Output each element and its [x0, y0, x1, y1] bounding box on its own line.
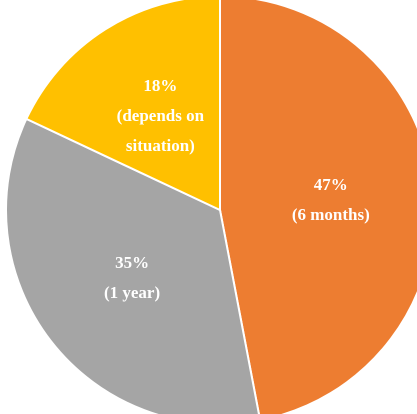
- slice-label: 18% (depends on situation): [98, 71, 222, 161]
- value-label: 47%: [313, 174, 348, 194]
- category-label: (6 months): [291, 204, 370, 224]
- slice-label: 35% (1 year): [70, 248, 194, 308]
- category-label: (depends on situation): [116, 106, 205, 156]
- category-label: (1 year): [103, 283, 161, 303]
- pie-slice: [25, 0, 221, 212]
- pie-slice: [5, 117, 260, 414]
- pie-slice: [219, 0, 417, 414]
- slice-label: 47% (6 months): [269, 170, 393, 230]
- value-label: 35%: [115, 253, 150, 273]
- value-label: 18%: [143, 76, 178, 96]
